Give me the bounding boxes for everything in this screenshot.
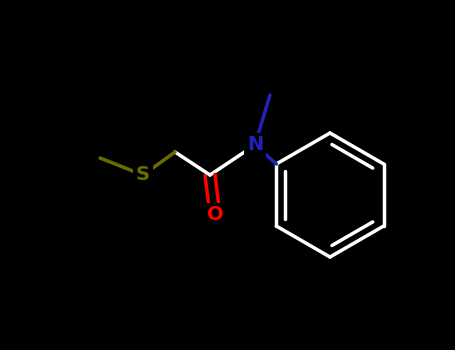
Text: O: O bbox=[207, 205, 223, 224]
Text: S: S bbox=[136, 166, 150, 184]
Text: N: N bbox=[247, 135, 263, 154]
